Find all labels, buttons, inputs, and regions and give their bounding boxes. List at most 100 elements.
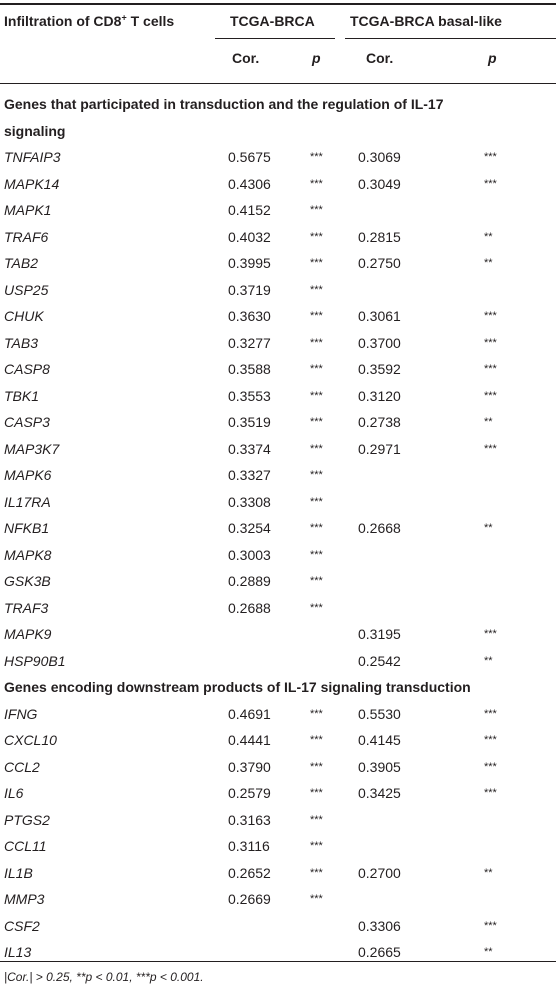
cor-brca-cell: 0.2669 — [228, 891, 271, 907]
table-row: USP25 0.3719 *** — [0, 278, 556, 303]
gene-cell: TAB2 — [4, 255, 38, 271]
cor-brca-cell: 0.3630 — [228, 308, 271, 324]
p-brca-cell: *** — [310, 548, 323, 561]
table-row: TRAF3 0.2688 *** — [0, 596, 556, 621]
p-brca-cell: *** — [310, 575, 323, 587]
cor-basal-cell: 0.3700 — [358, 334, 401, 351]
table-row: MAP3K7 0.3374 *** 0.2971 *** — [0, 437, 556, 462]
header-cor-1: Cor. — [232, 50, 260, 66]
cor-basal-cell: 0.5530 — [358, 705, 401, 722]
p-basal-cell: ** — [484, 230, 493, 243]
p-brca-cell: *** — [310, 813, 323, 826]
table-row: IL17RA 0.3308 *** — [0, 490, 556, 515]
cor-brca-cell: 0.3254 — [228, 520, 271, 536]
table-row: CHUK 0.3630 *** 0.3061 *** — [0, 304, 556, 329]
table-row: TRAF6 0.4032 *** 0.2815 ** — [0, 225, 556, 250]
table-row: HSP90B1 0.2542 ** — [0, 649, 556, 674]
p-basal-cell: *** — [484, 177, 497, 190]
cor-basal-cell: 0.3120 — [358, 387, 401, 404]
cor-brca-cell: 0.4152 — [228, 202, 271, 218]
p-basal-cell: *** — [484, 389, 497, 402]
p-brca-cell: *** — [310, 469, 323, 481]
p-brca-cell: *** — [310, 230, 323, 243]
cor-brca-cell: 0.2579 — [228, 785, 271, 801]
gene-cell: CASP8 — [4, 361, 50, 377]
p-brca-cell: *** — [310, 151, 323, 163]
gene-cell: CASP3 — [4, 414, 50, 430]
table-row: GSK3B 0.2889 *** — [0, 569, 556, 594]
p-basal-cell: *** — [484, 707, 497, 720]
gene-cell: CHUK — [4, 308, 44, 324]
cor-basal-cell: 0.3905 — [358, 758, 401, 775]
p-basal-cell: *** — [484, 919, 497, 932]
p-basal-cell: *** — [484, 442, 497, 455]
header-label-superscript: + — [121, 12, 127, 23]
cor-basal-cell: 0.3306 — [358, 917, 401, 934]
p-brca-cell: *** — [310, 601, 323, 614]
p-basal-cell: *** — [484, 310, 497, 322]
section-title: Genes that participated in transduction … — [4, 96, 444, 112]
p-basal-cell: *** — [484, 151, 497, 163]
cor-brca-cell: 0.3308 — [228, 493, 271, 510]
header-cor-2: Cor. — [366, 50, 394, 66]
table-row: IFNG 0.4691 *** 0.5530 *** — [0, 702, 556, 727]
table-row: MMP3 0.2669 *** — [0, 887, 556, 912]
cor-brca-cell: 0.4032 — [228, 228, 271, 245]
header-label-text: Infiltration of CD8 — [4, 13, 122, 29]
p-brca-cell: *** — [310, 787, 323, 799]
cor-brca-cell: 0.3553 — [228, 387, 271, 404]
cor-basal-cell: 0.2815 — [358, 228, 401, 245]
gene-cell: IL1B — [4, 864, 33, 881]
gene-cell: TBK1 — [4, 387, 40, 404]
cor-brca-cell: 0.4691 — [228, 705, 271, 722]
p-basal-cell: ** — [484, 416, 493, 428]
cor-basal-cell: 0.3195 — [358, 626, 401, 642]
p-basal-cell: *** — [484, 760, 497, 773]
gene-cell: MAPK6 — [4, 467, 52, 483]
gene-cell: TAB3 — [4, 334, 38, 351]
p-brca-cell: *** — [310, 389, 323, 402]
p-basal-cell: *** — [484, 628, 497, 640]
cor-brca-cell: 0.2889 — [228, 573, 271, 589]
gene-cell: TNFAIP3 — [4, 149, 61, 165]
cor-brca-cell: 0.3588 — [228, 361, 271, 377]
cor-basal-cell: 0.2542 — [358, 652, 401, 669]
table-row: MAPK9 0.3195 *** — [0, 622, 556, 647]
p-basal-cell: *** — [484, 734, 497, 746]
gene-cell: MAPK9 — [4, 626, 52, 642]
p-brca-cell: *** — [310, 336, 323, 349]
table-row: CASP3 0.3519 *** 0.2738 ** — [0, 410, 556, 435]
gene-cell: USP25 — [4, 281, 49, 298]
p-brca-cell: *** — [310, 495, 323, 508]
p-brca-cell: *** — [310, 363, 323, 375]
cor-basal-cell: 0.3592 — [358, 361, 401, 377]
header-group-tcga-brca: TCGA-BRCA — [230, 13, 315, 29]
p-brca-cell: *** — [310, 893, 323, 905]
gene-cell: PTGS2 — [4, 811, 50, 828]
cor-brca-cell: 0.2688 — [228, 599, 271, 616]
cor-brca-cell: 0.2652 — [228, 864, 271, 881]
p-brca-cell: *** — [310, 310, 323, 322]
table-row: CASP8 0.3588 *** 0.3592 *** — [0, 357, 556, 382]
cor-brca-cell: 0.5675 — [228, 149, 271, 165]
p-basal-cell: ** — [484, 946, 493, 958]
cor-basal-cell: 0.3049 — [358, 175, 401, 192]
gene-cell: CSF2 — [4, 917, 40, 934]
p-basal-cell: *** — [484, 363, 497, 375]
table-top-rule — [0, 3, 556, 5]
table-row: PTGS2 0.3163 *** — [0, 808, 556, 833]
p-basal-cell: *** — [484, 336, 497, 349]
cor-brca-cell: 0.3003 — [228, 546, 271, 563]
p-brca-cell: *** — [310, 734, 323, 746]
gene-cell: NFKB1 — [4, 520, 50, 536]
cor-brca-cell: 0.4441 — [228, 732, 271, 748]
cor-brca-cell: 0.3790 — [228, 758, 271, 775]
p-brca-cell: *** — [310, 522, 323, 534]
p-brca-cell: *** — [310, 707, 323, 720]
cor-basal-cell: 0.3061 — [358, 308, 401, 324]
cor-basal-cell: 0.2971 — [358, 440, 401, 457]
table-row: IL1B 0.2652 *** 0.2700 ** — [0, 861, 556, 886]
cor-brca-cell: 0.3116 — [228, 838, 270, 854]
gene-cell: GSK3B — [4, 573, 51, 589]
gene-cell: CCL2 — [4, 758, 40, 775]
